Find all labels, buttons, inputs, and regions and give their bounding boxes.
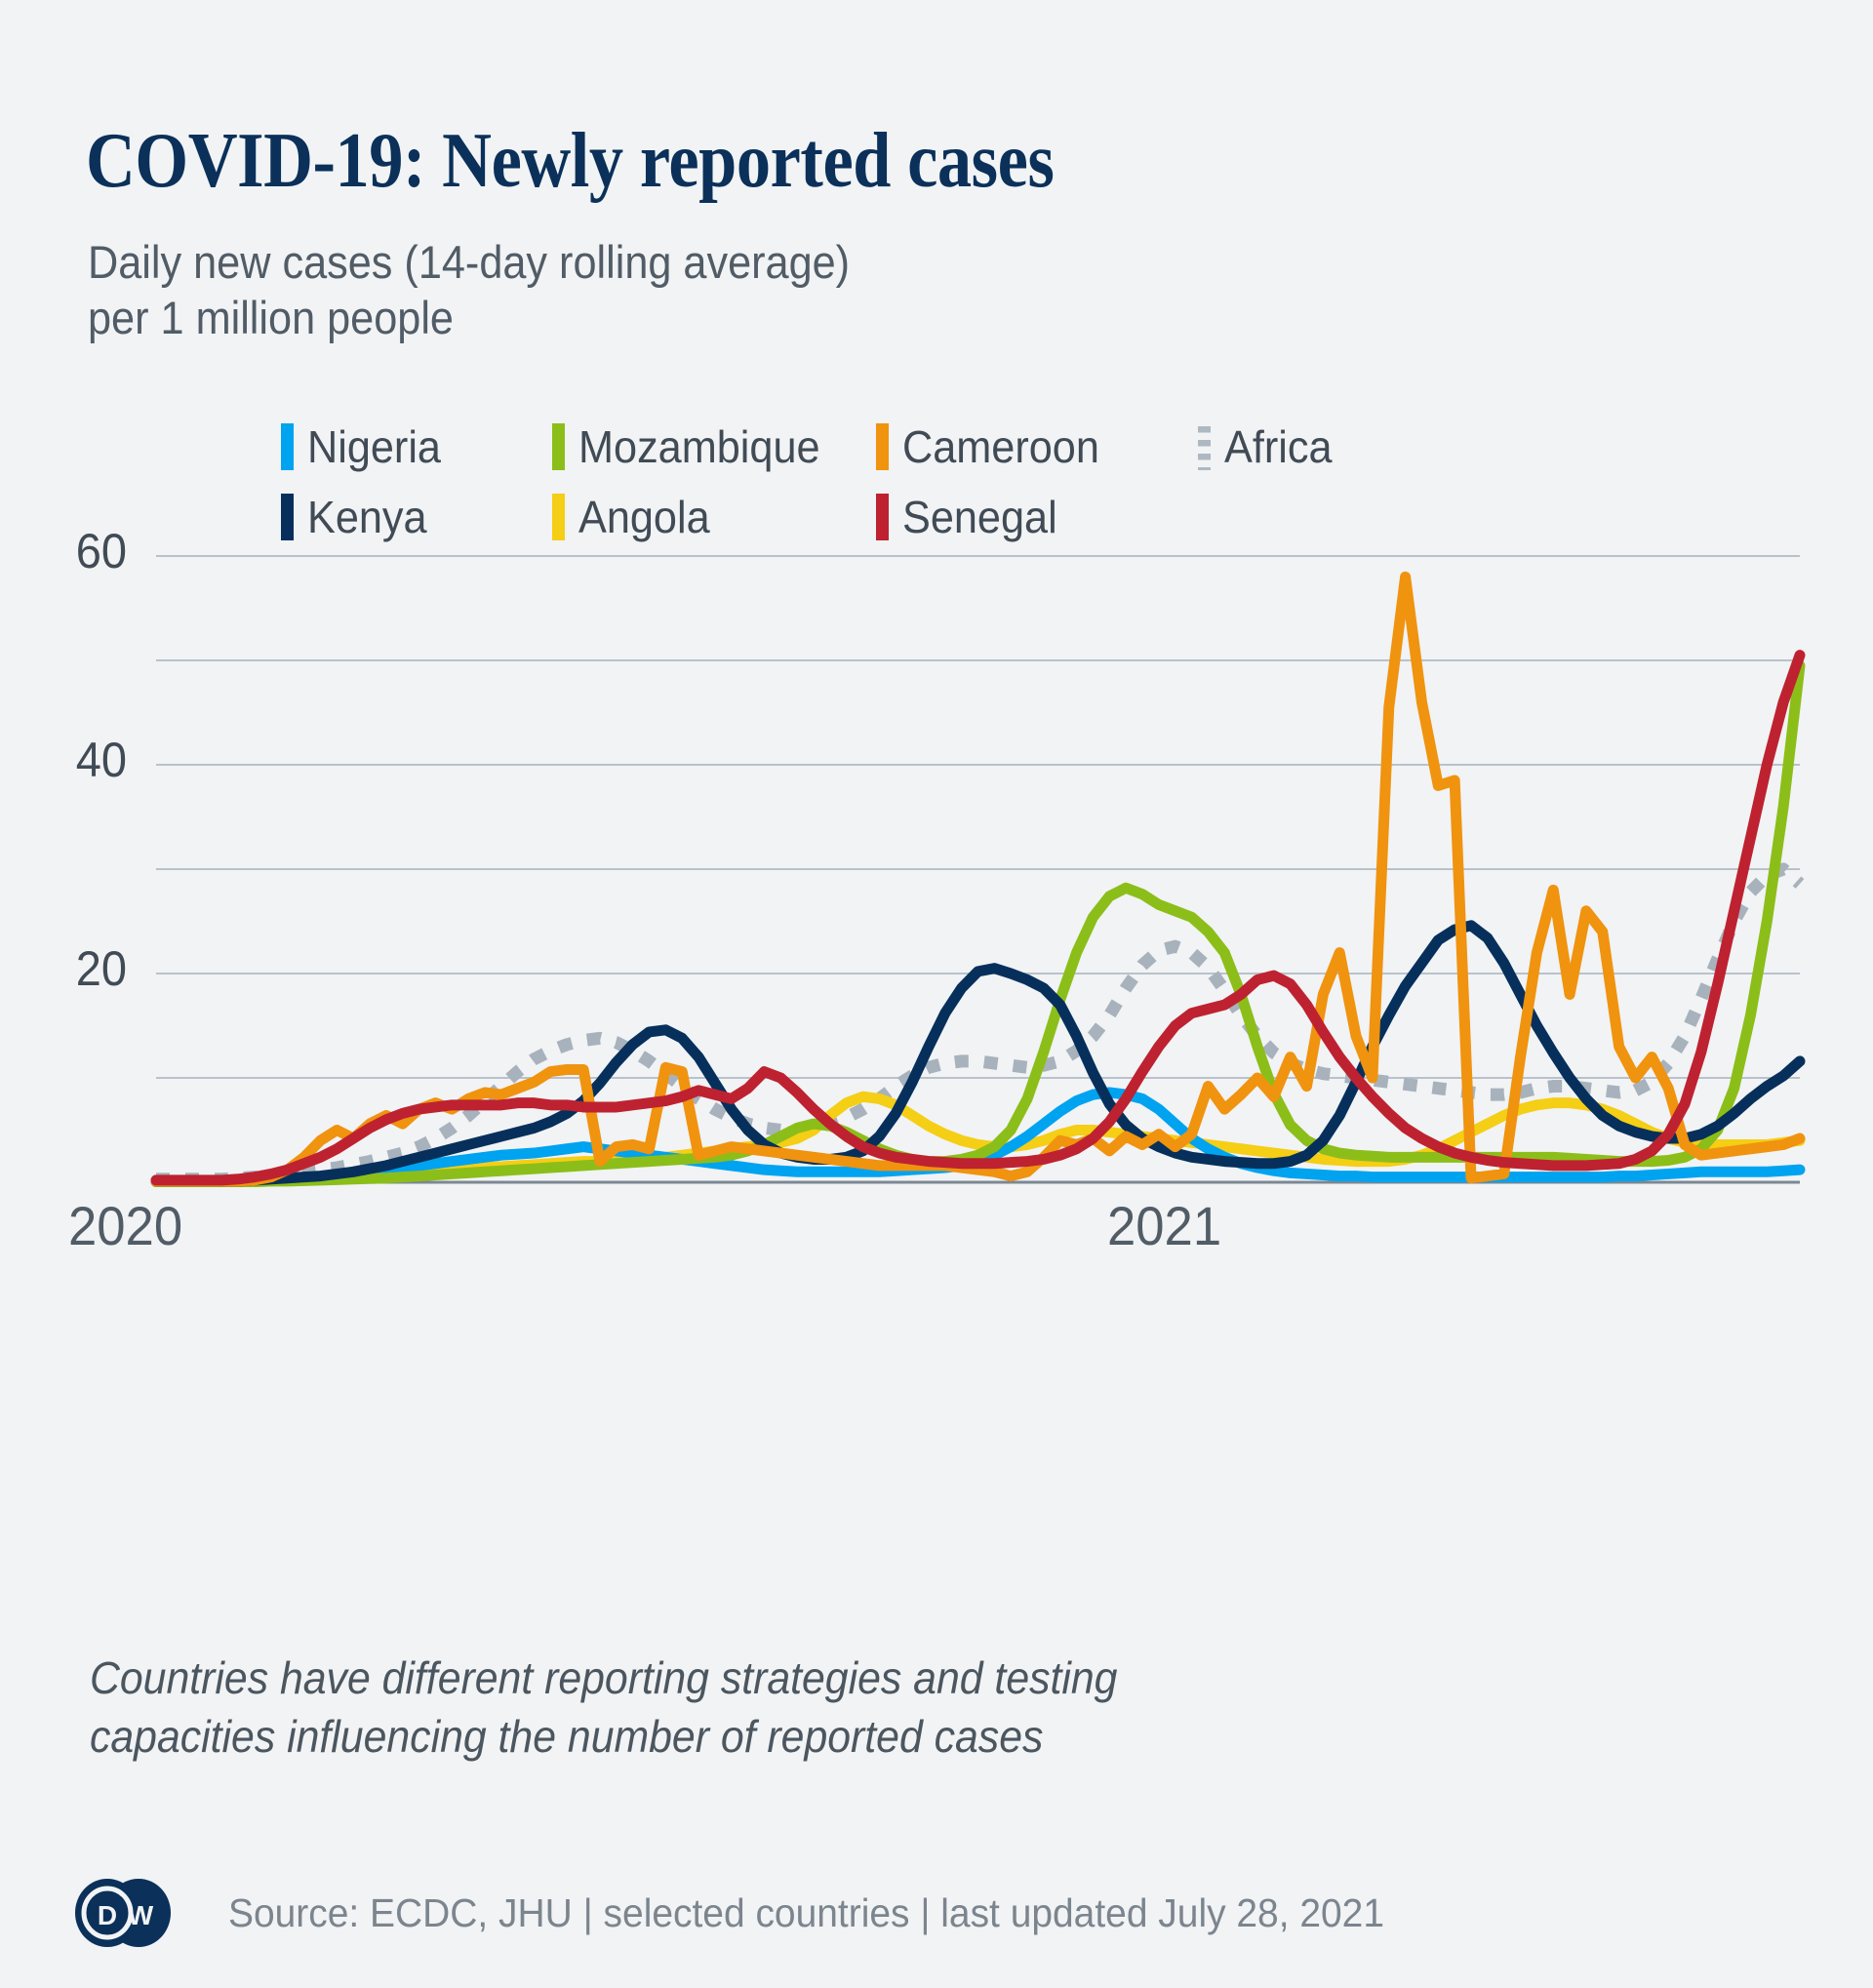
source-text: Source: ECDC, JHU | selected countries |… xyxy=(228,1889,1385,1935)
legend-label: Nigeria xyxy=(307,421,441,472)
legend-swatch-icon xyxy=(876,423,889,470)
legend-label: Mozambique xyxy=(578,421,820,472)
y-axis-tick-label: 20 xyxy=(75,941,127,996)
legend-label: Kenya xyxy=(307,492,427,542)
legend-swatch-icon xyxy=(552,494,565,540)
legend-swatch-icon xyxy=(281,423,294,470)
legend-item-cameroon[interactable]: Cameroon xyxy=(876,423,1112,470)
legend-swatch-icon xyxy=(876,494,889,540)
y-axis-tick-label: 60 xyxy=(75,524,127,578)
legend-item-kenya[interactable]: Kenya xyxy=(281,494,434,540)
legend-label: Africa xyxy=(1224,421,1333,472)
dw-logo-icon: D W xyxy=(75,1879,171,1947)
series-line-mozambique xyxy=(150,659,1806,1187)
legend-label: Cameroon xyxy=(902,421,1099,472)
legend-item-nigeria[interactable]: Nigeria xyxy=(281,423,450,470)
svg-text:D: D xyxy=(98,1900,117,1930)
legend-row: Kenya Angola Senegal xyxy=(281,494,1666,564)
legend-item-angola[interactable]: Angola xyxy=(552,494,718,540)
legend-swatch-icon xyxy=(552,423,565,470)
footer: D W Source: ECDC, JHU | selected countri… xyxy=(72,1878,1445,1948)
legend-item-senegal[interactable]: Senegal xyxy=(876,494,1067,540)
legend-item-africa[interactable]: Africa xyxy=(1198,423,1339,470)
legend-swatch-icon xyxy=(281,494,294,540)
y-axis-tick-label: 40 xyxy=(75,733,127,787)
legend-swatch-icon xyxy=(1198,423,1211,470)
svg-text:W: W xyxy=(128,1900,154,1930)
series-line-africa xyxy=(156,862,1805,1186)
legend-item-mozambique[interactable]: Mozambique xyxy=(552,423,835,470)
page-title: COVID-19: Newly reported cases xyxy=(86,117,1055,204)
x-axis-tick-label: 2020 xyxy=(68,1195,183,1256)
legend-label: Senegal xyxy=(902,492,1057,542)
line-chart: 20 40 60 2020 2021 xyxy=(0,524,1873,1256)
legend-label: Angola xyxy=(578,492,710,542)
series-line-senegal xyxy=(150,650,1806,1186)
legend-row: Nigeria Mozambique Cameroon Africa xyxy=(281,423,1666,494)
chart-footnote: Countries have different reporting strat… xyxy=(90,1652,1118,1762)
chart-legend: Nigeria Mozambique Cameroon Africa Kenya Ango… xyxy=(281,423,1666,564)
chart-subtitle: Daily new cases (14-day rolling average)… xyxy=(88,236,851,343)
x-axis-tick-label: 2021 xyxy=(1107,1195,1222,1256)
